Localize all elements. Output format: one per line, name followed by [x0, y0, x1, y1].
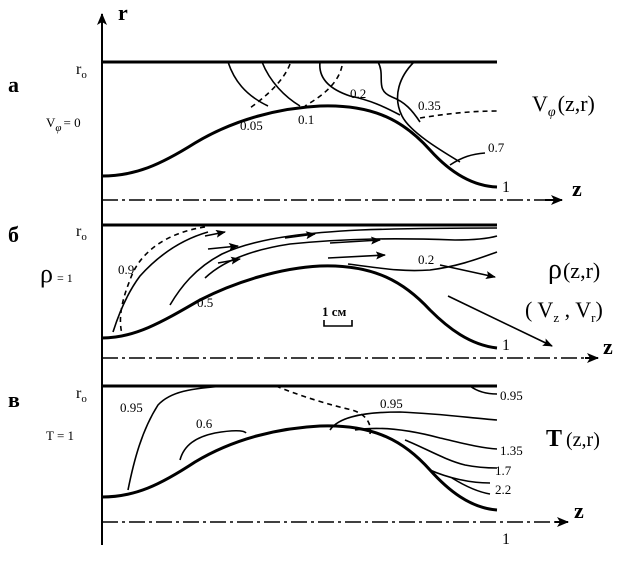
panel-c-level-5: 1.7 [495, 463, 512, 478]
panel-b-r0: ro [76, 223, 87, 243]
panel-b-velocity-arrow-1 [204, 229, 226, 238]
panel-b-velocity-arrow-5 [329, 236, 381, 245]
panel-a-level-0: 0.05 [240, 118, 263, 133]
panel-a-z-label: z [572, 176, 582, 201]
panel-c-level-3: 0.95 [500, 388, 523, 403]
panel-c-dashed [275, 385, 372, 435]
panel-c-contour-mid [354, 427, 498, 450]
panel-a: а ro Vφ = 0 z 1 0.05 0.1 0.2 0.35 0.7 Vφ(… [8, 60, 595, 205]
panel-b-velocity-arrow-4 [284, 231, 316, 240]
panel-b-dashed [119, 226, 206, 335]
panel-a-contour-upper [396, 61, 461, 163]
panel-b-scale-bar [323, 320, 353, 327]
panel-c-contour-0-95-right [329, 411, 498, 431]
panel-b-letter: б [8, 222, 19, 247]
panel-a-contour-0-35 [377, 61, 421, 123]
r-axis-label: r [118, 0, 128, 25]
panel-b-contour-0-9 [112, 231, 209, 333]
panel-a-contour-0-7 [449, 152, 486, 166]
panel-a-contour-0-1 [261, 61, 301, 107]
panel-b-body-contour [101, 264, 498, 350]
panel-c-one: 1 [502, 531, 510, 548]
panel-b: б ro ρ = 1 z 1 0.9 0.5 0.2 1 см ρ(z,r) ( … [8, 222, 613, 363]
panel-c-letter: в [8, 387, 20, 412]
panel-c-contour-1-7 [429, 469, 491, 484]
panel-c-body-contour [101, 424, 498, 512]
panel-a-condition: Vφ = 0 [46, 115, 81, 134]
panel-a-dashed-2 [304, 65, 343, 107]
panel-c-level-4: 1.35 [500, 443, 523, 458]
panel-c-function-label: T (z,r) [546, 426, 600, 452]
panel-a-level-2: 0.2 [350, 86, 366, 101]
panel-c-contour-0-95-left [127, 385, 229, 491]
panel-a-body-contour [101, 104, 498, 189]
panel-c-r0: ro [76, 385, 87, 405]
panel-a-function-label: Vφ(z,r) [532, 91, 595, 120]
panel-a-r0: ro [76, 61, 87, 81]
panel-a-level-3: 0.35 [418, 98, 441, 113]
panel-c: в ro T = 1 z 1 0.95 0.6 0.95 0.95 1.35 1… [8, 384, 600, 548]
panel-a-contour-0-05 [227, 61, 269, 107]
panel-c-condition: T = 1 [46, 428, 74, 443]
panel-c-z-label: z [574, 498, 584, 523]
panel-b-contour-0-2 [347, 251, 498, 272]
panel-b-velocity-arrow-6 [327, 251, 386, 260]
panel-b-vector-label: ( Vz , Vr) [525, 297, 603, 325]
panel-b-one: 1 [502, 337, 510, 354]
panel-b-velocity-arrow-2 [207, 242, 239, 251]
panel-c-level-0: 0.95 [120, 400, 143, 415]
panel-b-z-label: z [603, 334, 613, 359]
panel-c-contour-1-35 [404, 439, 498, 469]
panel-c-contour-0-6 [179, 429, 247, 461]
panel-a-contour-0-2 [319, 61, 401, 116]
panel-a-level-1: 0.1 [298, 112, 314, 127]
panel-a-dashed-1 [249, 63, 291, 109]
panel-c-level-1: 0.6 [196, 416, 213, 431]
panel-a-level-4: 0.7 [488, 140, 505, 155]
panel-b-velocity-arrow-7 [439, 264, 496, 279]
panel-b-velocity-arrow-3 [217, 256, 241, 265]
panel-b-level-0: 0.9 [118, 262, 134, 277]
panel-c-contour-wall-right [469, 385, 498, 395]
panel-c-level-2: 0.95 [380, 396, 403, 411]
panel-b-scale-label: 1 см [322, 304, 347, 319]
panel-a-one: 1 [502, 179, 510, 196]
panel-b-condition: ρ = 1 [40, 259, 73, 288]
panel-b-level-1: 0.5 [197, 295, 213, 310]
panel-c-level-6: 2.2 [495, 482, 511, 497]
panel-b-level-2: 0.2 [418, 252, 434, 267]
panel-b-function-label: ρ(z,r) [548, 254, 600, 285]
panel-c-contour-2-2 [451, 477, 491, 495]
panel-a-letter: а [8, 72, 19, 97]
panel-b-velocity-arrow-8 [447, 295, 553, 347]
panel-a-dashed-3 [419, 110, 498, 119]
